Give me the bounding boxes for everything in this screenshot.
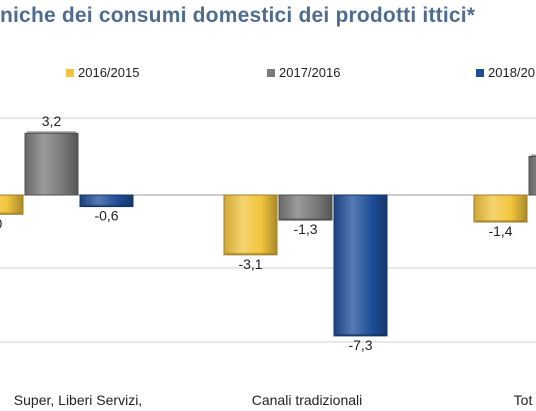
bar-shadow-1-1 [281,218,330,221]
legend-label-1: 2017/2016 [279,65,340,80]
bar-shadow-0-2 [82,204,131,207]
legend-label-0: 2016/2015 [78,65,139,80]
data-label-0-2: -0,6 [94,208,118,224]
data-label-1-1: -1,3 [293,221,317,237]
category-label-2: Tot [514,392,533,408]
bar-shadow-0-0 [0,212,21,215]
bar-0-1 [24,132,79,196]
bar-2-1 [528,155,536,196]
chart-title: niche dei consumi domestici dei prodotti… [0,4,476,27]
bar-2-0 [473,194,528,223]
data-label-2-0: -1,4 [488,223,512,239]
bar-1-0 [223,194,278,256]
data-label-0-0: ,0 [0,215,3,231]
bar-1-1 [278,194,333,221]
legend-label-2: 2018/20 [488,65,535,80]
legend-swatch-0 [66,69,74,77]
bar-1-2 [333,194,388,337]
bar-shadow-2-0 [476,220,525,223]
bar-0-0 [0,194,24,215]
bar-shadow-1-2 [336,333,385,336]
category-label-1: Canali tradizionali [252,392,363,408]
bar-shadow-1-0 [226,252,275,255]
data-label-1-0: -3,1 [238,256,262,272]
category-label-0: Super, Liberi Servizi, [14,392,142,408]
bar-shadow-2-1 [531,154,536,157]
legend-swatch-2 [476,69,484,77]
legend-swatch-1 [267,69,275,77]
data-label-1-2: -7,3 [348,337,372,353]
data-label-0-1: 3,2 [42,113,62,129]
bar-shadow-0-1 [27,131,76,134]
